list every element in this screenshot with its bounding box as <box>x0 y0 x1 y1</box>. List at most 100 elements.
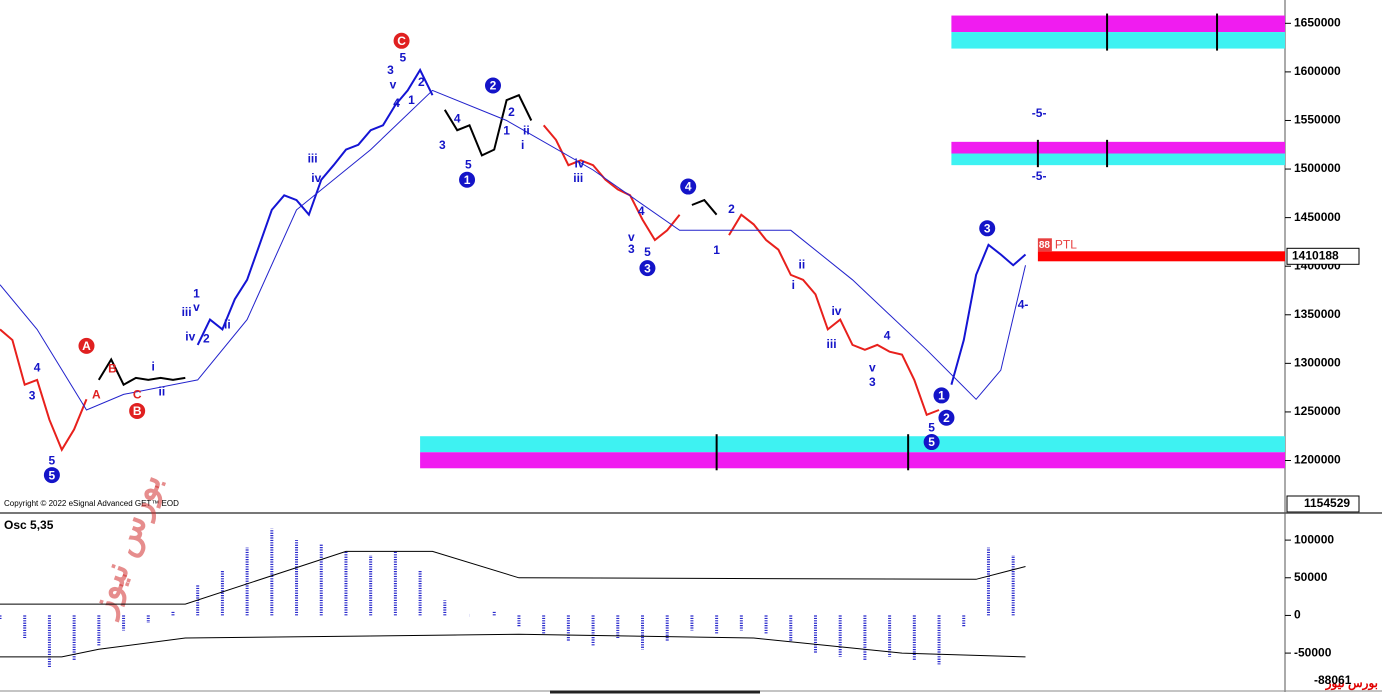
wave-label: -5- <box>1032 106 1047 120</box>
wave-label: 4 <box>638 204 645 218</box>
wave-label: 4 <box>454 112 461 126</box>
wave-label: 3 <box>628 242 635 256</box>
y-tick-label: 1350000 <box>1294 307 1341 321</box>
wave-label: 5 <box>49 468 56 482</box>
readout-box <box>1286 495 1360 513</box>
wave-label: C <box>133 388 142 402</box>
wave-label: 3 <box>387 63 394 77</box>
wave-label: iii <box>827 337 837 351</box>
series-line <box>950 243 1027 385</box>
wave-label: 3 <box>984 221 991 235</box>
wave-marker <box>43 467 60 484</box>
wave-label: 2 <box>418 75 425 89</box>
wave-label: v <box>869 360 876 374</box>
series-line <box>0 89 1026 411</box>
wave-label: iv <box>185 329 195 343</box>
wave-marker <box>979 220 996 237</box>
wave-label: 2 <box>943 411 950 425</box>
wave-label: B <box>108 361 117 375</box>
y-tick-label: 0 <box>1294 608 1301 622</box>
last-price: 1410188 <box>1292 248 1339 262</box>
wave-label: 5 <box>644 245 651 259</box>
wave-label: iii <box>573 171 583 185</box>
wave-label: ii <box>159 385 166 399</box>
wave-label: i <box>521 138 524 152</box>
price-line <box>1037 251 1285 262</box>
wave-label: 2 <box>203 331 210 345</box>
series-line <box>0 633 1026 658</box>
y-tick-label: 100000 <box>1294 532 1334 546</box>
y-tick-label: 1450000 <box>1294 210 1341 224</box>
wave-label: ii <box>523 123 530 137</box>
ptl-value: 88 <box>1039 240 1051 251</box>
y-tick-label: 1650000 <box>1294 15 1341 29</box>
y-tick-label: 1300000 <box>1294 356 1341 370</box>
osc-title: Osc 5,35 <box>4 518 54 532</box>
wave-marker <box>484 77 501 94</box>
wave-label: 5 <box>49 454 56 468</box>
wave-label: iv <box>311 171 321 185</box>
wave-label: 2 <box>508 105 515 119</box>
wave-label: v <box>628 230 635 244</box>
wave-label: 2 <box>728 202 735 216</box>
y-tick-label: 1500000 <box>1294 161 1341 175</box>
y-tick-label: 50000 <box>1294 570 1328 584</box>
series-line <box>0 328 88 453</box>
wave-label: 4 <box>393 96 400 110</box>
series-line <box>0 550 1026 605</box>
ptl-box <box>1037 238 1052 252</box>
wave-label: 1 <box>408 93 415 107</box>
wave-label: 1 <box>464 173 471 187</box>
wave-marker <box>78 337 95 354</box>
wave-label: i <box>152 359 155 373</box>
readout: 1154529 <box>1304 496 1350 510</box>
wave-label: 3 <box>869 375 876 389</box>
wave-marker <box>459 171 476 188</box>
wave-marker <box>938 409 955 426</box>
y-tick-label: 1550000 <box>1294 113 1341 127</box>
wave-label: 4- <box>1018 297 1029 311</box>
zone-upper <box>420 436 1285 453</box>
wave-label: 4 <box>685 180 692 194</box>
wave-label: iii <box>308 152 318 166</box>
wave-marker <box>923 434 940 451</box>
wave-label: i <box>792 278 795 292</box>
y-tick-label: 1250000 <box>1294 404 1341 418</box>
wave-label: iii <box>182 305 192 319</box>
watermark-corner: بورس نیوز <box>1325 676 1378 691</box>
wave-label: 1 <box>713 243 720 257</box>
wave-label: A <box>92 388 101 402</box>
readout: -88061 <box>1314 673 1352 687</box>
wave-label: 1 <box>193 287 200 301</box>
series-line <box>542 124 681 242</box>
series-line <box>728 213 940 417</box>
wave-label: 1 <box>503 123 510 137</box>
series-line <box>97 357 186 387</box>
last-price-box <box>1286 247 1360 265</box>
ptl-label: PTL <box>1055 237 1077 251</box>
wave-label: C <box>397 34 406 48</box>
wave-label: 4 <box>34 360 41 374</box>
y-tick-label: 1600000 <box>1294 64 1341 78</box>
wave-label: B <box>133 404 142 418</box>
wave-label: 3 <box>644 261 651 275</box>
wave-label: 5 <box>928 421 935 435</box>
wave-label: v <box>390 78 397 92</box>
wave-marker <box>680 178 697 195</box>
zone-lower <box>420 452 1285 469</box>
series-line <box>196 67 434 346</box>
zone-upper <box>951 15 1285 33</box>
copyright: Copyright © 2022 eSignal Advanced GET™ E… <box>4 499 179 508</box>
wave-marker <box>129 402 146 419</box>
wave-label: 3 <box>439 138 446 152</box>
wave-marker <box>393 32 410 49</box>
y-tick-label: 1200000 <box>1294 453 1341 467</box>
wave-label: A <box>82 339 91 353</box>
series-line <box>691 198 718 216</box>
wave-label: 5 <box>399 50 406 64</box>
zone-lower <box>951 153 1285 166</box>
wave-label: 5 <box>465 157 472 171</box>
wave-label: ii <box>799 257 806 271</box>
y-tick-label: -50000 <box>1294 645 1332 659</box>
